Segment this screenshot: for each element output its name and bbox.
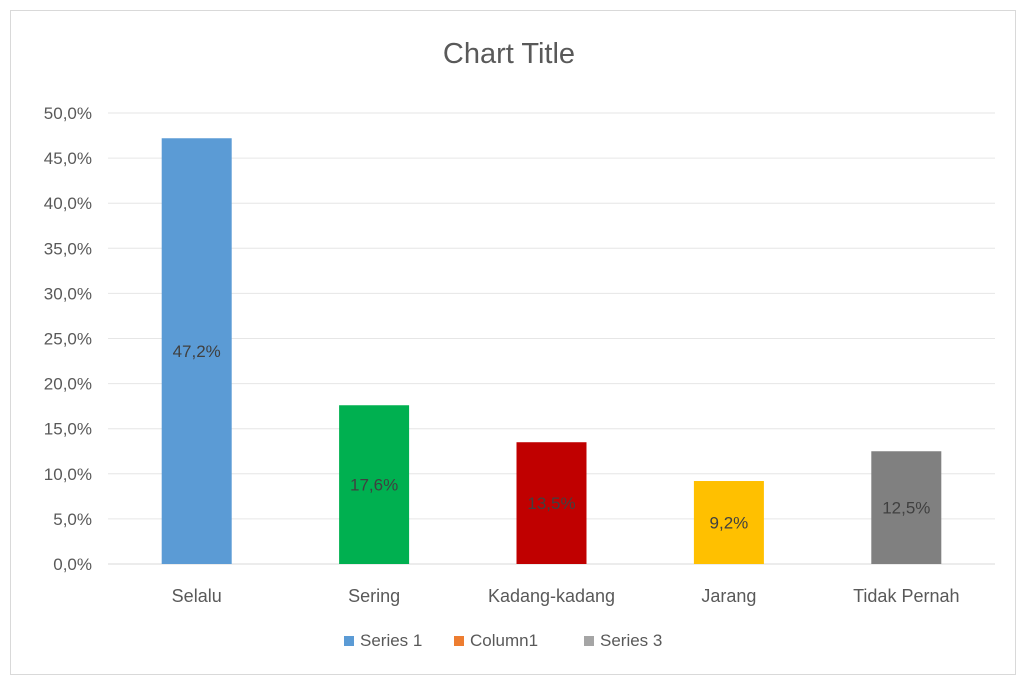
legend-label: Series 1 <box>360 631 422 650</box>
y-tick-label: 20,0% <box>44 375 92 394</box>
y-tick-label: 10,0% <box>44 465 92 484</box>
bar <box>871 451 942 564</box>
y-tick-label: 50,0% <box>44 104 92 123</box>
data-label: 13,5% <box>527 494 575 513</box>
y-tick-label: 25,0% <box>44 330 92 349</box>
legend-label: Column1 <box>470 631 538 650</box>
x-tick-label: Selalu <box>172 586 222 606</box>
data-label: 47,2% <box>173 342 221 361</box>
x-tick-label: Jarang <box>701 586 756 606</box>
data-label: 9,2% <box>710 514 749 533</box>
y-tick-label: 30,0% <box>44 284 92 303</box>
bar <box>516 442 587 564</box>
y-tick-label: 35,0% <box>44 239 92 258</box>
x-tick-label: Sering <box>348 586 400 606</box>
bar <box>161 138 232 565</box>
x-tick-label: Kadang-kadang <box>488 586 615 606</box>
legend-label: Series 3 <box>600 631 662 650</box>
bar <box>339 405 410 564</box>
x-tick-label: Tidak Pernah <box>853 586 959 606</box>
y-tick-label: 5,0% <box>53 510 92 529</box>
data-label: 12,5% <box>882 499 930 518</box>
chart-title: Chart Title <box>442 38 576 70</box>
data-label: 17,6% <box>350 476 398 495</box>
y-tick-label: 15,0% <box>44 420 92 439</box>
legend-swatch <box>584 636 594 646</box>
legend-swatch <box>454 636 464 646</box>
y-tick-label: 40,0% <box>44 194 92 213</box>
y-tick-label: 45,0% <box>44 149 92 168</box>
legend-swatch <box>344 636 354 646</box>
y-tick-label: 0,0% <box>53 555 92 574</box>
bar <box>693 481 764 564</box>
